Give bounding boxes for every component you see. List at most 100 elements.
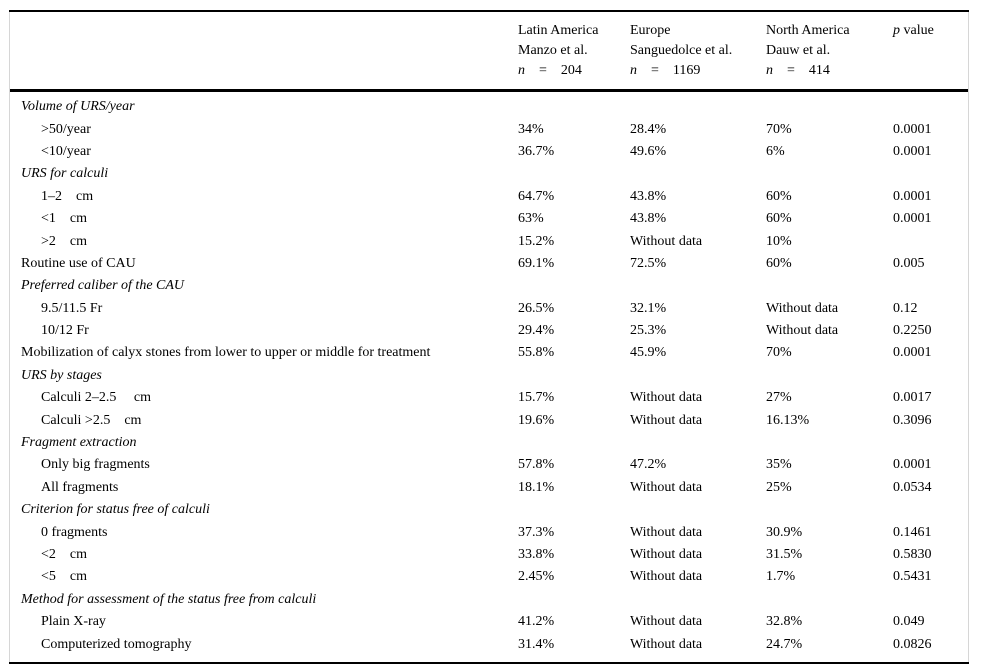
row-label: Calculi >2.5 cm: [41, 412, 142, 428]
equals-sign: =: [651, 63, 659, 78]
cell-value: 0.0001: [893, 211, 932, 227]
row-label: Method for assessment of the status free…: [21, 591, 317, 607]
n-symbol: n: [630, 63, 637, 78]
cell-value: 55.8%: [518, 345, 555, 361]
table-row: Computerized tomography 31.4% Without data…: [10, 633, 968, 655]
table-row: <1 cm 63% 43.8% 60% 0.0001: [10, 208, 968, 230]
cell-value: 70%: [766, 121, 792, 137]
cell-value: 36.7%: [518, 143, 555, 159]
cell-value: 25%: [766, 479, 792, 495]
cell-value: Without data: [630, 524, 703, 540]
table-row: 1–2 cm 64.7% 43.8% 60% 0.0001: [10, 186, 968, 208]
table-row: Only big fragments 57.8% 47.2% 35% 0.0001: [10, 454, 968, 476]
cell-value: 25.3%: [630, 323, 667, 339]
cell-value: 0.0017: [893, 390, 932, 406]
table-row: URS for calculi: [10, 163, 968, 185]
table-row: 0 fragments 37.3% Without data 30.9% 0.1461: [10, 521, 968, 543]
row-label: Plain X-ray: [41, 614, 106, 630]
cell-value: 60%: [766, 211, 792, 227]
row-label: <10/year: [41, 143, 91, 159]
cell-value: 37.3%: [518, 524, 555, 540]
cell-value: 60%: [766, 188, 792, 204]
header-latin-america: Latin America Manzo et al. n = 204: [518, 21, 630, 81]
table-row: <2 cm 33.8% Without data 31.5% 0.5830: [10, 544, 968, 566]
cell-value: 35%: [766, 457, 792, 473]
cell-value: 49.6%: [630, 143, 667, 159]
table-row: Plain X-ray 41.2% Without data 32.8% 0.049: [10, 611, 968, 633]
cell-value: Without data: [630, 412, 703, 428]
cell-value: 0.0001: [893, 345, 932, 361]
cell-value: 19.6%: [518, 412, 555, 428]
header-sample-size: n = 1169: [630, 61, 766, 81]
table-row: <5 cm 2.45% Without data 1.7% 0.5431: [10, 566, 968, 588]
cell-value: 34%: [518, 121, 544, 137]
cell-value: 57.8%: [518, 457, 555, 473]
p-word: value: [903, 23, 934, 38]
cell-value: Without data: [766, 300, 839, 316]
cell-value: 1.7%: [766, 569, 796, 585]
cell-value: 2.45%: [518, 569, 555, 585]
cell-value: Without data: [766, 323, 839, 339]
row-label: Calculi 2–2.5 cm: [41, 390, 152, 406]
row-label: 10/12 Fr: [41, 323, 89, 339]
row-label: Volume of URS/year: [21, 99, 135, 115]
n-count: 204: [560, 63, 582, 78]
row-label: <5 cm: [41, 569, 87, 585]
cell-value: 28.4%: [630, 121, 667, 137]
table-row: URS by stages: [10, 365, 968, 387]
table-row: All fragments 18.1% Without data 25% 0.0534: [10, 477, 968, 499]
equals-sign: =: [787, 63, 795, 78]
cell-value: Without data: [630, 233, 703, 249]
row-label: Fragment extraction: [21, 435, 137, 451]
row-label: All fragments: [41, 479, 119, 495]
cell-value: 72.5%: [630, 255, 667, 271]
table-row: 10/12 Fr 29.4% 25.3% Without data 0.2250: [10, 320, 968, 342]
table-row: Volume of URS/year: [10, 96, 968, 118]
cell-value: 60%: [766, 255, 792, 271]
cell-value: 0.0001: [893, 457, 932, 473]
n-symbol: n: [766, 63, 773, 78]
cell-value: 31.5%: [766, 547, 803, 562]
cell-value: 0.2250: [893, 323, 932, 339]
row-label: Only big fragments: [41, 457, 150, 473]
header-study: Dauw et al.: [766, 43, 831, 58]
cell-value: 26.5%: [518, 300, 555, 316]
p-value-label: p value: [893, 21, 968, 41]
header-sample-size: n = 414: [766, 61, 893, 81]
cell-value: 0.0001: [893, 121, 932, 137]
header-empty-cell: [10, 21, 518, 81]
cell-value: 0.0001: [893, 143, 932, 159]
table-row: Preferred caliber of the CAU: [10, 275, 968, 297]
header-p-value: p value: [893, 21, 968, 81]
cell-value: 69.1%: [518, 255, 555, 271]
table-row: 9.5/11.5 Fr 26.5% 32.1% Without data 0.12: [10, 298, 968, 320]
cell-value: 41.2%: [518, 614, 555, 630]
cell-value: Without data: [630, 614, 703, 630]
row-label: <2 cm: [41, 547, 87, 562]
cell-value: 32.8%: [766, 614, 803, 630]
row-label: >50/year: [41, 121, 91, 137]
header-study: Manzo et al.: [518, 43, 588, 58]
table-row: Calculi 2–2.5 cm 15.7% Without data 27% 0.00…: [10, 387, 968, 409]
p-symbol: p: [893, 23, 900, 38]
n-symbol: n: [518, 63, 525, 78]
cell-value: 0.049: [893, 614, 925, 630]
row-label: 0 fragments: [41, 524, 108, 540]
cell-value: 70%: [766, 345, 792, 361]
table-header-row: Latin America Manzo et al. n = 204 Europ…: [10, 12, 968, 89]
table-row: Fragment extraction: [10, 432, 968, 454]
cell-value: 0.0826: [893, 636, 932, 652]
header-study: Sanguedolce et al.: [630, 43, 733, 58]
table-row: Criterion for status free of calculi: [10, 499, 968, 521]
header-europe: Europe Sanguedolce et al. n = 1169: [630, 21, 766, 81]
row-label: 9.5/11.5 Fr: [41, 300, 103, 316]
row-label: >2 cm: [41, 233, 87, 249]
cell-value: 10%: [766, 233, 792, 249]
cell-value: 0.12: [893, 300, 918, 316]
cell-value: 47.2%: [630, 457, 667, 473]
table-row: Calculi >2.5 cm 19.6% Without data 16.13% 0.…: [10, 409, 968, 431]
table-row: Routine use of CAU 69.1% 72.5% 60% 0.005: [10, 253, 968, 275]
table-row: <10/year 36.7% 49.6% 6% 0.0001: [10, 141, 968, 163]
n-count: 414: [808, 63, 830, 78]
header-sample-size: n = 204: [518, 61, 630, 81]
